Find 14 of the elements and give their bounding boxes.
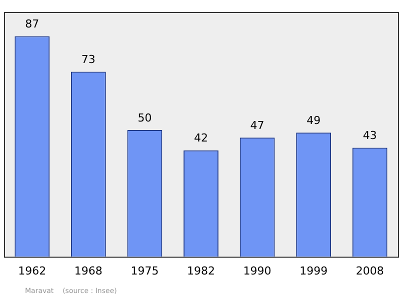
- x-tick-label: 1990: [243, 264, 272, 278]
- data-label: 43: [362, 129, 377, 142]
- data-label: 87: [25, 18, 40, 31]
- data-label: 49: [306, 114, 321, 127]
- data-label: 50: [138, 111, 152, 124]
- data-label: 47: [250, 119, 264, 132]
- x-tick-label: 1968: [74, 264, 102, 278]
- data-label: 42: [194, 132, 208, 145]
- x-tick-label: 1962: [18, 264, 46, 278]
- data-label: 73: [81, 53, 96, 66]
- x-tick-label: 1975: [130, 264, 159, 278]
- x-tick-label: 2008: [356, 264, 384, 278]
- x-tick-label: 1999: [300, 264, 328, 278]
- x-tick-label: 1982: [187, 264, 215, 278]
